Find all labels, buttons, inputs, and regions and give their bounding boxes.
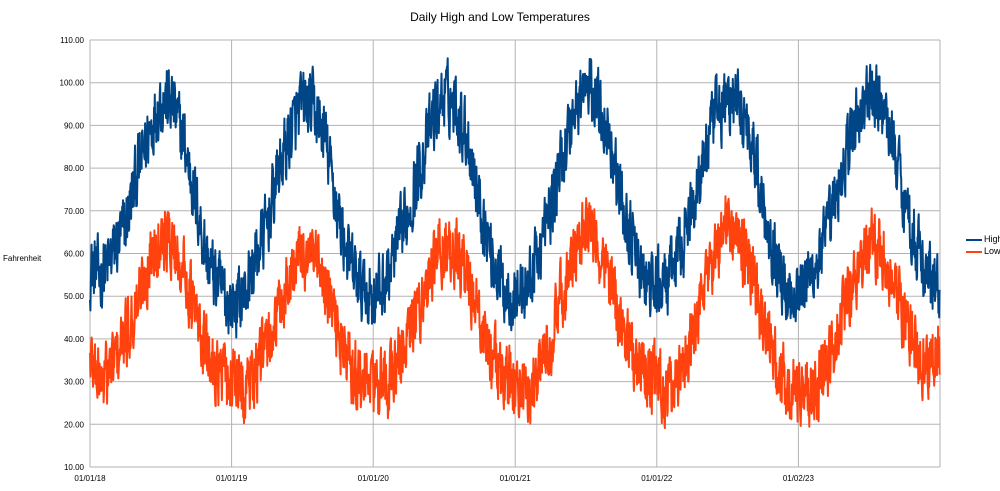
y-tick-label: 80.00 [64, 164, 85, 173]
legend-swatch-low [966, 250, 982, 253]
x-axis-ticks: 01/01/18 01/01/19 01/01/20 01/01/21 01/01/22… [74, 474, 814, 483]
y-axis-ticks: 10.00 20.00 30.00 40.00 50.00 60.00 70.00 80.00… [60, 36, 85, 472]
chart-title: Daily High and Low Temperatures [410, 10, 590, 24]
legend-item-high: High [966, 233, 1000, 245]
series-line-high [89, 57, 941, 339]
legend-item-low: Low [966, 245, 1000, 257]
x-tick-label: 01/01/21 [500, 474, 532, 483]
y-tick-label: 10.00 [64, 463, 85, 472]
y-tick-label: 50.00 [64, 292, 85, 301]
y-tick-label: 40.00 [64, 335, 85, 344]
x-tick-label: 01/01/20 [358, 474, 390, 483]
x-tick-label: 01/02/23 [783, 474, 815, 483]
legend-label-low: Low [984, 246, 1000, 256]
y-tick-label: 20.00 [64, 420, 85, 429]
legend: High Low [966, 233, 1000, 257]
y-tick-label: 60.00 [64, 250, 85, 259]
legend-label-high: High [984, 234, 1000, 244]
x-tick-label: 01/01/22 [641, 474, 673, 483]
x-tick-label: 01/01/19 [216, 474, 248, 483]
grid-lines [89, 39, 941, 468]
y-tick-label: 30.00 [64, 378, 85, 387]
y-tick-label: 110.00 [60, 36, 84, 45]
y-tick-label: 100.00 [60, 79, 85, 88]
y-tick-label: 70.00 [64, 207, 85, 216]
y-tick-label: 90.00 [64, 121, 85, 130]
series-lines [89, 57, 941, 430]
y-axis-label: Fahrenheit [3, 254, 42, 263]
legend-swatch-high [966, 238, 982, 241]
x-tick-label: 01/01/18 [74, 474, 106, 483]
series-line-low [89, 195, 941, 430]
